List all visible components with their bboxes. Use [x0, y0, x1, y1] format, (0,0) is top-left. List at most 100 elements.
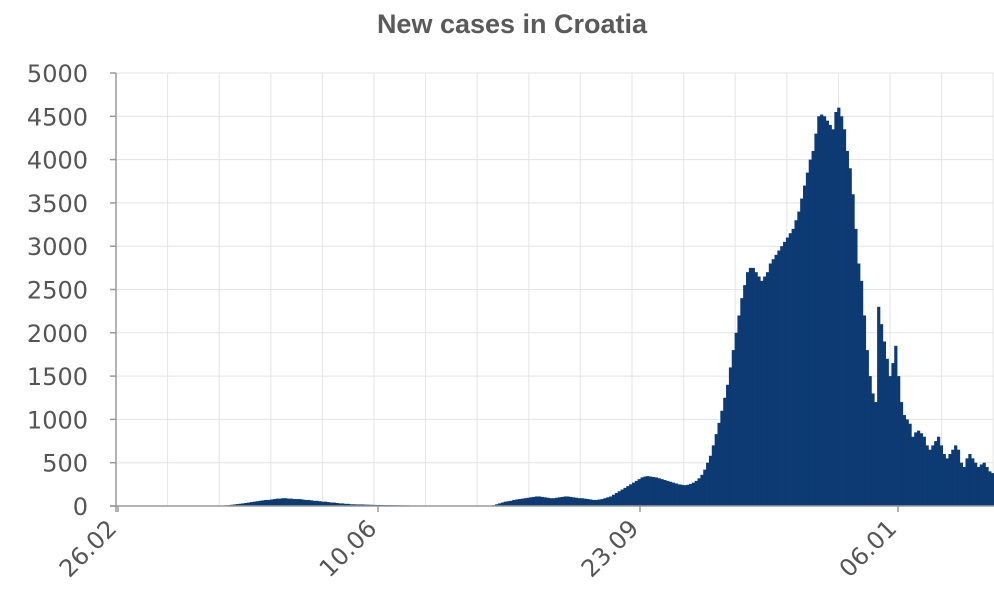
y-tick-label: 1000: [27, 406, 88, 434]
bar: [289, 498, 294, 506]
bar: [757, 276, 761, 506]
bar: [669, 481, 673, 506]
bar: [797, 211, 801, 506]
bar: [731, 350, 735, 506]
bar: [335, 502, 339, 506]
bar: [255, 501, 259, 506]
bar: [269, 499, 274, 506]
bar: [988, 471, 992, 506]
bar: [945, 458, 949, 506]
bar: [854, 228, 858, 506]
bar: [771, 259, 775, 506]
bar: [238, 503, 242, 506]
bar: [275, 498, 279, 506]
bar: [515, 499, 519, 506]
bar: [743, 285, 747, 506]
bar: [857, 263, 861, 506]
bar: [871, 393, 875, 506]
bar: [634, 480, 639, 506]
bar: [663, 480, 667, 506]
bar: [925, 445, 929, 506]
bar: [842, 129, 847, 507]
y-tick-label: 3500: [27, 190, 88, 218]
y-tick-label: 2000: [27, 320, 88, 348]
bar: [301, 499, 305, 506]
bar: [241, 503, 245, 506]
bar: [326, 502, 331, 506]
bar: [803, 185, 807, 506]
bar: [546, 497, 550, 506]
bar: [831, 129, 835, 507]
bar: [361, 504, 365, 506]
bar: [700, 474, 704, 506]
bar: [657, 478, 661, 506]
bar: [649, 476, 653, 506]
bar: [737, 315, 741, 506]
bar: [349, 504, 353, 506]
bar: [720, 410, 724, 506]
bar: [808, 159, 812, 506]
bar: [344, 503, 348, 506]
bar: [860, 280, 864, 506]
bar: [600, 499, 604, 506]
bar: [680, 484, 684, 506]
bar: [312, 500, 316, 506]
bar: [640, 477, 644, 506]
bar: [751, 267, 755, 506]
bar: [660, 479, 664, 506]
bar: [643, 476, 647, 506]
bar: [899, 402, 904, 506]
bar: [577, 498, 582, 506]
bar: [954, 445, 958, 506]
bar: [566, 496, 570, 506]
bar: [683, 485, 687, 506]
bar: [609, 496, 613, 506]
bar: [540, 496, 544, 506]
bar: [882, 341, 887, 506]
bar: [800, 198, 804, 506]
bar: [971, 458, 975, 506]
bar: [962, 467, 966, 506]
bar: [848, 168, 852, 506]
bar: [717, 422, 721, 506]
bar: [292, 499, 296, 506]
bar: [332, 502, 336, 506]
bar: [777, 250, 781, 506]
bar: [985, 467, 989, 506]
y-tick-label: 2500: [27, 277, 88, 305]
bar: [261, 500, 265, 506]
bar: [694, 480, 698, 506]
bar: [341, 503, 345, 506]
x-tick-label: 23.09: [576, 514, 644, 582]
bar: [956, 449, 961, 506]
bar: [284, 498, 288, 506]
bar: [708, 455, 713, 506]
bar: [931, 445, 935, 506]
bar: [728, 367, 733, 506]
bar: [936, 436, 941, 506]
x-tick-label: 10.06: [314, 514, 382, 582]
bar: [714, 434, 718, 506]
bar: [552, 498, 556, 506]
bar: [834, 111, 838, 506]
bar: [837, 107, 841, 506]
x-tick-label: 06.01: [834, 514, 902, 582]
bar: [822, 116, 827, 507]
bar: [851, 194, 855, 507]
bar: [888, 376, 892, 506]
bar: [697, 478, 701, 506]
bar: [691, 482, 696, 506]
bar: [517, 499, 522, 506]
bar: [306, 499, 311, 506]
bar: [726, 384, 730, 506]
bar: [785, 237, 790, 507]
bar: [520, 498, 524, 506]
bar: [948, 454, 952, 506]
bar: [885, 358, 889, 506]
bar: [879, 324, 884, 506]
bar: [763, 276, 767, 506]
bar: [298, 499, 302, 506]
bar: [506, 501, 510, 506]
bar: [968, 454, 972, 506]
